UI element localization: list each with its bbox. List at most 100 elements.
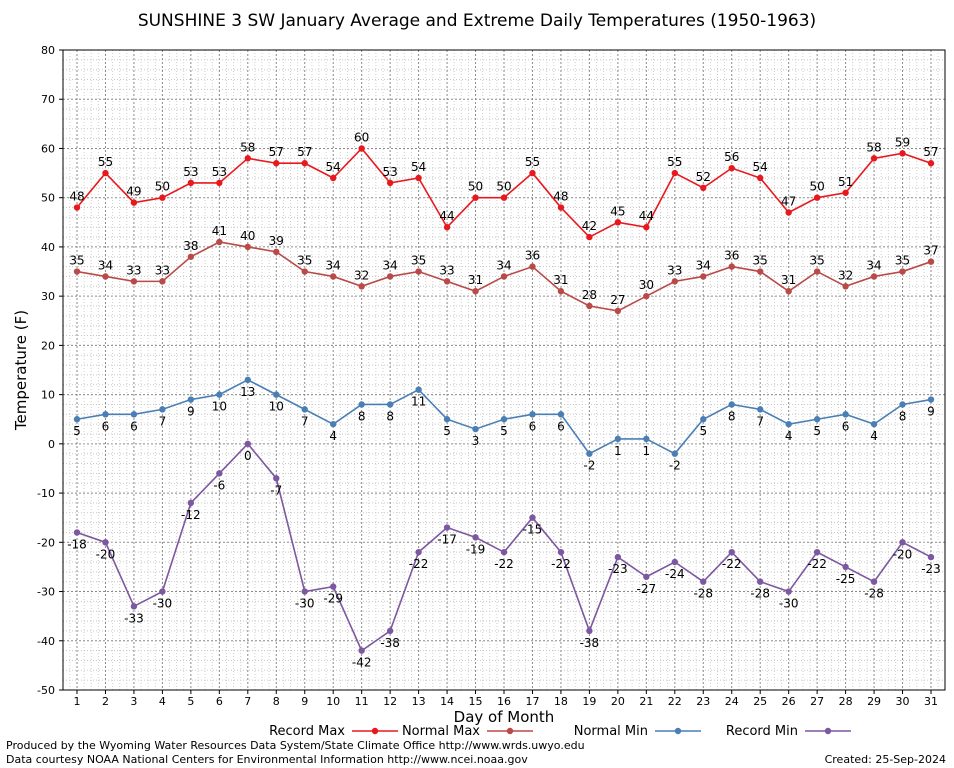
data-label: 5 — [699, 424, 707, 438]
y-tick-label: 50 — [41, 192, 55, 205]
data-label: 33 — [126, 263, 141, 277]
y-tick-label: -40 — [37, 635, 55, 648]
x-axis-label: Day of Month — [454, 708, 555, 726]
data-label: 28 — [582, 288, 597, 302]
data-point — [529, 411, 536, 418]
data-label: -22 — [807, 557, 827, 571]
data-point — [443, 416, 451, 423]
x-tick-label: 30 — [896, 695, 910, 708]
x-tick-label: 13 — [412, 695, 426, 708]
data-point — [244, 155, 251, 162]
data-point — [671, 450, 678, 457]
series-normal-max: 35 34 33 33 38 41 40 39 35 34 32 34 35 33 31 34 36 31 28 27… — [69, 224, 939, 315]
data-label: 40 — [240, 229, 255, 243]
data-label: 31 — [553, 273, 568, 287]
x-tick-label: 18 — [554, 695, 568, 708]
data-point — [301, 160, 308, 167]
data-point — [557, 204, 565, 211]
data-label: 35 — [753, 254, 768, 268]
data-label: 1 — [614, 444, 622, 458]
data-label: 47 — [781, 194, 796, 208]
legend-label: Normal Max — [402, 724, 480, 739]
data-point — [443, 224, 451, 231]
data-point — [500, 194, 508, 201]
y-tick-label: -20 — [37, 536, 55, 549]
y-tick-label: 30 — [41, 290, 55, 303]
data-label: -28 — [750, 587, 770, 601]
data-label: -25 — [836, 572, 856, 586]
x-tick-label: 28 — [839, 695, 853, 708]
legend-swatch-marker — [674, 727, 682, 735]
data-label: 60 — [354, 130, 369, 144]
data-label: 45 — [610, 204, 625, 218]
legend-item: Record Min — [726, 724, 851, 739]
data-label: 8 — [386, 409, 394, 423]
y-tick-label: -50 — [37, 684, 55, 697]
data-label: 50 — [809, 180, 824, 194]
data-label: -28 — [864, 587, 884, 601]
data-point — [358, 283, 365, 290]
data-point — [899, 150, 906, 157]
data-point — [728, 401, 735, 408]
data-point — [671, 558, 678, 566]
data-label: 27 — [610, 293, 625, 307]
data-label: 9 — [927, 405, 935, 419]
data-point — [927, 160, 935, 167]
data-point — [557, 411, 565, 418]
chart-title: SUNSHINE 3 SW January Average and Extrem… — [138, 11, 816, 31]
data-label: 59 — [895, 135, 910, 149]
data-label: 54 — [753, 160, 768, 174]
data-point — [244, 243, 251, 251]
data-point — [899, 268, 906, 275]
x-tick-label: 6 — [216, 695, 223, 708]
data-label: 6 — [529, 419, 537, 433]
data-point — [870, 155, 878, 162]
data-label: 4 — [329, 429, 337, 443]
data-point — [870, 420, 878, 428]
data-label: 33 — [155, 263, 170, 277]
legend-item: Normal Max — [402, 724, 533, 739]
data-point — [643, 292, 650, 300]
data-label: 4 — [870, 429, 878, 443]
data-label: -7 — [270, 483, 282, 497]
data-point — [927, 258, 935, 265]
data-point — [557, 548, 565, 556]
data-point — [330, 174, 337, 182]
data-point — [785, 420, 792, 428]
data-label: 7 — [301, 414, 309, 428]
data-label: 38 — [183, 239, 198, 253]
data-point — [927, 396, 935, 403]
data-label: -29 — [323, 592, 343, 606]
data-point — [159, 406, 166, 413]
data-label: 6 — [102, 419, 110, 433]
data-point — [187, 179, 195, 187]
data-point — [130, 278, 138, 285]
data-point — [415, 174, 422, 182]
data-label: -28 — [693, 587, 713, 601]
data-point — [700, 184, 707, 192]
data-point — [102, 273, 109, 280]
data-label: 42 — [582, 219, 597, 233]
y-tick-label: 20 — [41, 339, 55, 352]
data-point — [73, 204, 81, 211]
data-label: 35 — [411, 254, 426, 268]
data-label: 6 — [557, 419, 565, 433]
data-label: -30 — [153, 597, 173, 611]
data-label: 44 — [439, 209, 454, 223]
data-point — [813, 548, 821, 556]
data-point — [159, 194, 166, 201]
x-tick-label: 10 — [326, 695, 340, 708]
footer-source: Data courtesy NOAA National Centers for … — [6, 753, 528, 766]
data-label: 35 — [69, 254, 84, 268]
data-label: 5 — [813, 424, 821, 438]
data-label: 57 — [269, 145, 284, 159]
legend-label: Normal Min — [574, 724, 648, 739]
data-point — [244, 376, 251, 384]
data-label: -20 — [96, 547, 116, 561]
data-point — [614, 219, 622, 226]
data-label: 6 — [130, 419, 138, 433]
footer-created: Created: 25-Sep-2024 — [825, 753, 946, 766]
data-point — [813, 268, 821, 275]
data-point — [586, 627, 593, 635]
x-tick-label: 19 — [582, 695, 596, 708]
